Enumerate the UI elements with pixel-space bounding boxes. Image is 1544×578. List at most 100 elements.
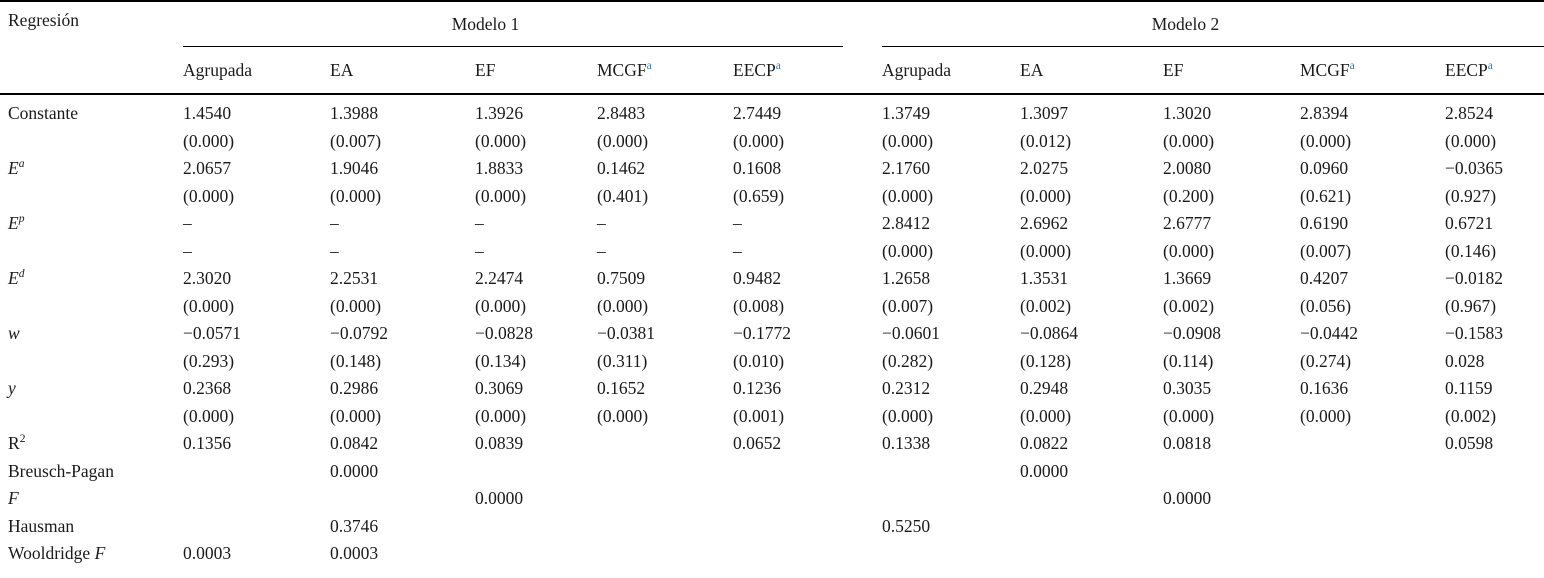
table-cell — [882, 485, 1020, 513]
table-cell: (0.000) — [597, 130, 649, 151]
table-cell: 2.2531 — [330, 268, 379, 288]
table-cell: 0.2312 — [882, 378, 931, 398]
table-cell — [1163, 540, 1300, 578]
table-cell: (0.000) — [1020, 240, 1072, 261]
column-spacer — [843, 458, 882, 486]
footnote-marker: a — [646, 59, 652, 72]
row-label-part: R — [8, 433, 20, 453]
table-cell: 0.0000 — [1020, 460, 1069, 481]
column-spacer — [843, 540, 882, 578]
table-cell: (0.000) — [1445, 130, 1497, 151]
table-row: Ed 2.3020 2.2531 2.2474 0.7509 0.9482 1.2658 1.… — [0, 265, 1544, 293]
table-cell: (0.000) — [882, 130, 934, 151]
table-cell: 0.0652 — [733, 433, 782, 453]
row-label-part: Hausman — [8, 515, 75, 536]
table-cell: (0.134) — [475, 350, 527, 371]
table-cell: (0.000) — [330, 295, 382, 316]
table-cell: (0.000) — [882, 240, 934, 261]
table-cell: −0.0365 — [1445, 158, 1503, 178]
column-spacer — [843, 265, 882, 293]
column-spacer — [843, 1, 882, 95]
table-row: y 0.2368 0.2986 0.3069 0.1652 0.1236 0.2312 0.2… — [0, 375, 1544, 403]
table-row: – – – – – (0.000) (0.000) (0.000) (0.007) (0.146) — [0, 238, 1544, 266]
table-cell: 0.0960 — [1300, 158, 1349, 178]
column-header-label: EF — [475, 59, 496, 80]
column-spacer — [843, 183, 882, 211]
column-spacer — [843, 513, 882, 541]
column-header-m1-eecp: EECPa — [733, 46, 843, 95]
table-cell: 0.0000 — [330, 460, 379, 481]
row-label-part: E — [8, 213, 19, 233]
table-cell — [1300, 513, 1445, 541]
table-cell: (0.000) — [882, 185, 934, 206]
table-cell: −0.0442 — [1300, 323, 1358, 343]
table-cell: (0.007) — [882, 295, 934, 316]
table-cell — [733, 485, 843, 513]
table-cell — [597, 485, 733, 513]
column-header-m2-eecp: EECPa — [1445, 46, 1544, 95]
table-cell — [1163, 458, 1300, 486]
table-cell: 1.3020 — [1163, 103, 1212, 123]
table-cell: (0.000) — [183, 185, 235, 206]
table-cell: (0.010) — [733, 350, 785, 371]
table-cell: (0.000) — [597, 405, 649, 426]
row-label — [0, 403, 183, 431]
table-cell: (0.012) — [1020, 130, 1072, 151]
table-cell: −0.0908 — [1163, 323, 1221, 343]
table-cell: – — [475, 240, 484, 261]
table-cell: 0.0839 — [475, 433, 524, 453]
table-cell: (0.282) — [882, 350, 934, 371]
table-cell: (0.000) — [330, 405, 382, 426]
table-cell: (0.000) — [597, 295, 649, 316]
table-cell: 2.8483 — [597, 103, 646, 123]
row-label-part: 2 — [19, 433, 26, 446]
column-spacer — [843, 485, 882, 513]
table-cell: (0.000) — [1163, 405, 1215, 426]
table-cell: 0.1462 — [597, 158, 646, 178]
table-cell: (0.000) — [882, 405, 934, 426]
table-cell: (0.274) — [1300, 350, 1352, 371]
table-body: Constante 1.4540 1.3988 1.3926 2.8483 2.7449 1… — [0, 94, 1544, 578]
table-cell: (0.056) — [1300, 295, 1352, 316]
column-header-m1-ef: EF — [475, 46, 597, 95]
table-cell: 0.7509 — [597, 268, 646, 288]
table-cell — [1300, 458, 1445, 486]
table-cell: 2.0080 — [1163, 158, 1212, 178]
table-cell — [597, 513, 733, 541]
table-cell: (0.293) — [183, 350, 235, 371]
table-cell: – — [733, 240, 742, 261]
row-label-part: Breusch-Pagan — [8, 460, 114, 481]
column-spacer — [843, 375, 882, 403]
column-spacer — [843, 94, 882, 128]
column-header-label: Agrupada — [183, 59, 253, 80]
table-cell: (0.659) — [733, 185, 785, 206]
table-cell: 0.1356 — [183, 433, 232, 453]
table-cell: −0.0381 — [597, 323, 655, 343]
table-cell: 2.6777 — [1163, 213, 1212, 233]
table-cell: 2.6962 — [1020, 213, 1069, 233]
table-cell: 0.2368 — [183, 378, 232, 398]
column-spacer — [843, 210, 882, 238]
table-cell: 1.3097 — [1020, 103, 1069, 123]
table-row: w −0.0571 −0.0792 −0.0828 −0.0381 −0.1772 −0.0… — [0, 320, 1544, 348]
table-cell — [882, 540, 1020, 578]
table-row: Ea 2.0657 1.9046 1.8833 0.1462 0.1608 2.1760 2.… — [0, 155, 1544, 183]
table-cell — [1300, 540, 1445, 578]
table-cell: – — [183, 213, 192, 233]
row-label: F — [0, 485, 183, 513]
row-label-part: F — [8, 488, 19, 508]
column-header-m2-ea: EA — [1020, 46, 1163, 95]
table-cell — [1300, 485, 1445, 513]
row-label-part: E — [8, 268, 19, 288]
column-header-label: MCGF — [597, 59, 647, 80]
table-cell: (0.000) — [183, 130, 235, 151]
table-cell: (0.148) — [330, 350, 382, 371]
table-cell: 2.0275 — [1020, 158, 1069, 178]
table-cell: −0.1583 — [1445, 323, 1503, 343]
table-cell: (0.000) — [1163, 130, 1215, 151]
table-cell: 0.1636 — [1300, 378, 1349, 398]
table-cell: −0.1772 — [733, 323, 791, 343]
row-label-part: Constante — [8, 103, 78, 123]
column-header-label: EECP — [733, 59, 776, 80]
table-cell: (0.000) — [475, 405, 527, 426]
